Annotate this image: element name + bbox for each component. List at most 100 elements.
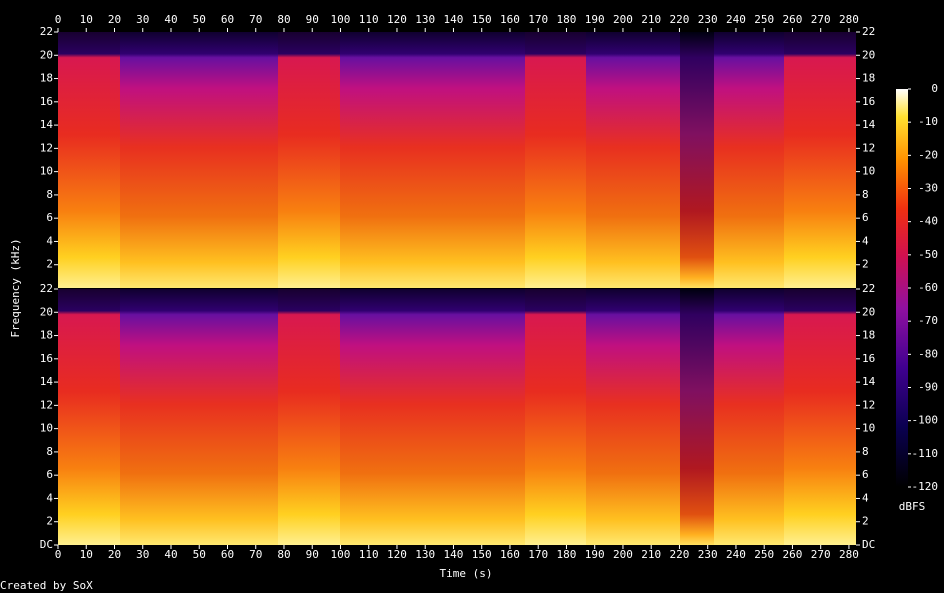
y-tick-label: 22 xyxy=(40,25,53,38)
y-tick-label-right: 20 xyxy=(862,48,875,61)
y-tick-label: 20 xyxy=(40,305,53,318)
y-tick-label: 22 xyxy=(40,282,53,295)
colorbar-tick-label: -30 xyxy=(918,182,938,195)
x-tick-label-top: 120 xyxy=(387,13,407,26)
x-tick-label-top: 90 xyxy=(306,13,319,26)
y-tick-label: 18 xyxy=(40,72,53,85)
y-tick-label: 16 xyxy=(40,352,53,365)
y-tick-label-right: 22 xyxy=(862,25,875,38)
x-tick-label-top: 270 xyxy=(811,13,831,26)
y-tick-label-right: 22 xyxy=(862,282,875,295)
y-tick-label: 4 xyxy=(46,491,53,504)
spectrogram-top xyxy=(58,32,856,288)
y-tick-label: 6 xyxy=(46,211,53,224)
x-tick-label-top: 0 xyxy=(55,13,62,26)
x-tick-label-top: 110 xyxy=(359,13,379,26)
x-tick-label: 140 xyxy=(444,548,464,561)
x-tick-label: 160 xyxy=(500,548,520,561)
y-tick-label-right: 16 xyxy=(862,352,875,365)
x-tick-label: 100 xyxy=(331,548,351,561)
credit: Created by SoX xyxy=(0,579,93,592)
x-tick-label-top: 50 xyxy=(193,13,206,26)
x-tick-label: 260 xyxy=(783,548,803,561)
x-tick-label-top: 30 xyxy=(136,13,149,26)
y-tick-label: 14 xyxy=(40,375,54,388)
x-tick-label: 210 xyxy=(641,548,661,561)
colorbar-tick-label: -50 xyxy=(918,248,938,261)
colorbar-tick-label: -40 xyxy=(918,215,938,228)
y-tick-label: 12 xyxy=(40,141,53,154)
colorbar-tick-label: -70 xyxy=(918,314,938,327)
colorbar-tick-label: -100 xyxy=(912,414,939,427)
x-tick-label: 280 xyxy=(839,548,859,561)
colorbar-tick-label: -60 xyxy=(918,281,938,294)
x-tick-label-top: 190 xyxy=(585,13,605,26)
y-tick-label-right: 6 xyxy=(862,468,869,481)
x-tick-label-top: 240 xyxy=(726,13,746,26)
y-tick-label-right: 6 xyxy=(862,211,869,224)
x-tick-label: 120 xyxy=(387,548,407,561)
y-tick-label: 2 xyxy=(46,258,53,271)
x-tick-label: 200 xyxy=(613,548,633,561)
x-tick-label-top: 20 xyxy=(108,13,121,26)
y-tick-label-right: DC xyxy=(862,538,875,551)
x-tick-label: 110 xyxy=(359,548,379,561)
colorbar-tick-label: -110 xyxy=(912,447,939,460)
y-tick-label-right: 2 xyxy=(862,515,869,528)
x-tick-label: 40 xyxy=(164,548,177,561)
spectrogram-bottom xyxy=(58,289,856,545)
x-tick-label-top: 100 xyxy=(331,13,351,26)
x-tick-label-top: 230 xyxy=(698,13,718,26)
y-tick-label-right: 10 xyxy=(862,422,875,435)
y-tick-label-right: 10 xyxy=(862,165,875,178)
y-tick-label-right: 14 xyxy=(862,375,876,388)
y-tick-label-right: 20 xyxy=(862,305,875,318)
y-tick-label-right: 8 xyxy=(862,188,869,201)
x-axis-label: Time (s) xyxy=(440,567,493,580)
x-tick-label-top: 60 xyxy=(221,13,234,26)
x-tick-label: 130 xyxy=(415,548,435,561)
y-tick-label-right: 14 xyxy=(862,118,876,131)
x-tick-label-top: 150 xyxy=(472,13,492,26)
x-tick-label: 170 xyxy=(528,548,548,561)
x-tick-label-top: 280 xyxy=(839,13,859,26)
x-tick-label: 240 xyxy=(726,548,746,561)
y-tick-label: DC xyxy=(40,538,53,551)
x-tick-label: 220 xyxy=(670,548,690,561)
y-tick-label: 8 xyxy=(46,445,53,458)
x-tick-label: 90 xyxy=(306,548,319,561)
x-tick-label-top: 170 xyxy=(528,13,548,26)
y-tick-label: 12 xyxy=(40,398,53,411)
x-tick-label-top: 260 xyxy=(783,13,803,26)
x-tick-label-top: 160 xyxy=(500,13,520,26)
colorbar-tick-label: -10 xyxy=(918,115,938,128)
x-tick-label: 0 xyxy=(55,548,62,561)
y-tick-label: 2 xyxy=(46,515,53,528)
x-tick-label: 60 xyxy=(221,548,234,561)
y-tick-label: 18 xyxy=(40,329,53,342)
x-tick-label-top: 180 xyxy=(557,13,577,26)
y-tick-label: 20 xyxy=(40,48,53,61)
x-tick-label-top: 80 xyxy=(277,13,290,26)
x-tick-label: 190 xyxy=(585,548,605,561)
y-tick-label: 14 xyxy=(40,118,54,131)
x-tick-label: 80 xyxy=(277,548,290,561)
x-tick-label-top: 220 xyxy=(670,13,690,26)
y-tick-label: 8 xyxy=(46,188,53,201)
x-tick-label: 230 xyxy=(698,548,718,561)
y-tick-label: 16 xyxy=(40,95,53,108)
y-tick-label-right: 12 xyxy=(862,141,875,154)
x-tick-label-top: 210 xyxy=(641,13,661,26)
x-tick-label-top: 70 xyxy=(249,13,262,26)
y-tick-label: 10 xyxy=(40,422,53,435)
y-tick-label-right: 16 xyxy=(862,95,875,108)
x-tick-label-top: 130 xyxy=(415,13,435,26)
y-tick-label: 10 xyxy=(40,165,53,178)
x-tick-label: 50 xyxy=(193,548,206,561)
y-tick-label-right: 18 xyxy=(862,329,875,342)
y-axis-label: Frequency (kHz) xyxy=(9,238,22,337)
y-tick-label-right: 12 xyxy=(862,398,875,411)
x-tick-label-top: 200 xyxy=(613,13,633,26)
